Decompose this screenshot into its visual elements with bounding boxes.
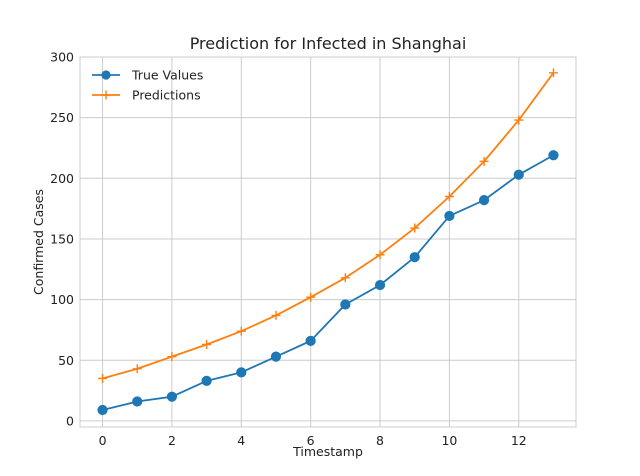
- x-tick-label: 6: [307, 433, 315, 448]
- data-point: [479, 156, 489, 166]
- data-point: [305, 335, 316, 346]
- data-point: [236, 367, 247, 378]
- x-tick-label: 10: [441, 433, 457, 448]
- data-point: [444, 192, 454, 202]
- legend-entry: True Values: [92, 68, 203, 83]
- x-tick-label: 12: [511, 433, 527, 448]
- data-point: [236, 326, 246, 336]
- data-point: [374, 279, 386, 291]
- data-point: [375, 250, 385, 260]
- data-point: [444, 210, 455, 222]
- y-tick-label: 50: [58, 353, 74, 368]
- y-tick-label: 250: [50, 110, 74, 125]
- data-point: [548, 68, 558, 78]
- data-point: [132, 364, 142, 374]
- data-point: [98, 373, 108, 383]
- series-line: [102, 154, 554, 411]
- data-point: [202, 340, 212, 350]
- data-point: [97, 404, 108, 416]
- legend-label: Predictions: [132, 88, 201, 103]
- x-tick-label: 2: [168, 433, 176, 448]
- data-point: [306, 292, 316, 302]
- legend: True Values Predictions: [92, 68, 203, 103]
- y-tick-label: 100: [50, 292, 74, 307]
- x-tick-label: 4: [237, 433, 245, 448]
- legend-label: True Values: [131, 68, 203, 83]
- series-line: [102, 72, 555, 380]
- data-point: [132, 396, 143, 407]
- plot-frame: [79, 56, 577, 428]
- data-point: [201, 375, 212, 387]
- x-axis-label: Timestamp: [292, 444, 363, 459]
- y-tick-label: 150: [50, 231, 74, 246]
- data-point: [271, 310, 281, 320]
- x-tick-label: 8: [376, 433, 384, 448]
- legend-marker: [101, 70, 111, 80]
- x-tick-labels: 0 2 4 6 8 10 12: [99, 433, 527, 448]
- legend-entry: Predictions: [92, 88, 201, 103]
- x-tick-label: 0: [99, 433, 107, 448]
- y-axis-label: Confirmed Cases: [31, 189, 46, 295]
- data-point: [167, 352, 177, 362]
- data-point: [513, 169, 524, 180]
- data-point: [548, 150, 559, 161]
- y-tick-labels: 0 50 100 150 200 250 300: [50, 50, 74, 429]
- y-tick-label: 0: [66, 413, 74, 428]
- y-tick-label: 200: [50, 171, 74, 186]
- series-1: [98, 68, 558, 383]
- data-point: [340, 273, 350, 283]
- data-point: [410, 223, 420, 233]
- data-point: [409, 252, 420, 263]
- legend-marker: [101, 90, 111, 100]
- data-point: [478, 195, 490, 206]
- chart-title: Prediction for Infected in Shanghai: [190, 34, 467, 53]
- series: [97, 68, 559, 416]
- grid: [80, 56, 576, 427]
- data-point: [514, 115, 524, 125]
- y-tick-label: 300: [50, 50, 74, 65]
- series-0: [97, 150, 559, 416]
- data-point: [270, 351, 282, 362]
- data-point: [166, 391, 178, 402]
- data-point: [340, 299, 351, 310]
